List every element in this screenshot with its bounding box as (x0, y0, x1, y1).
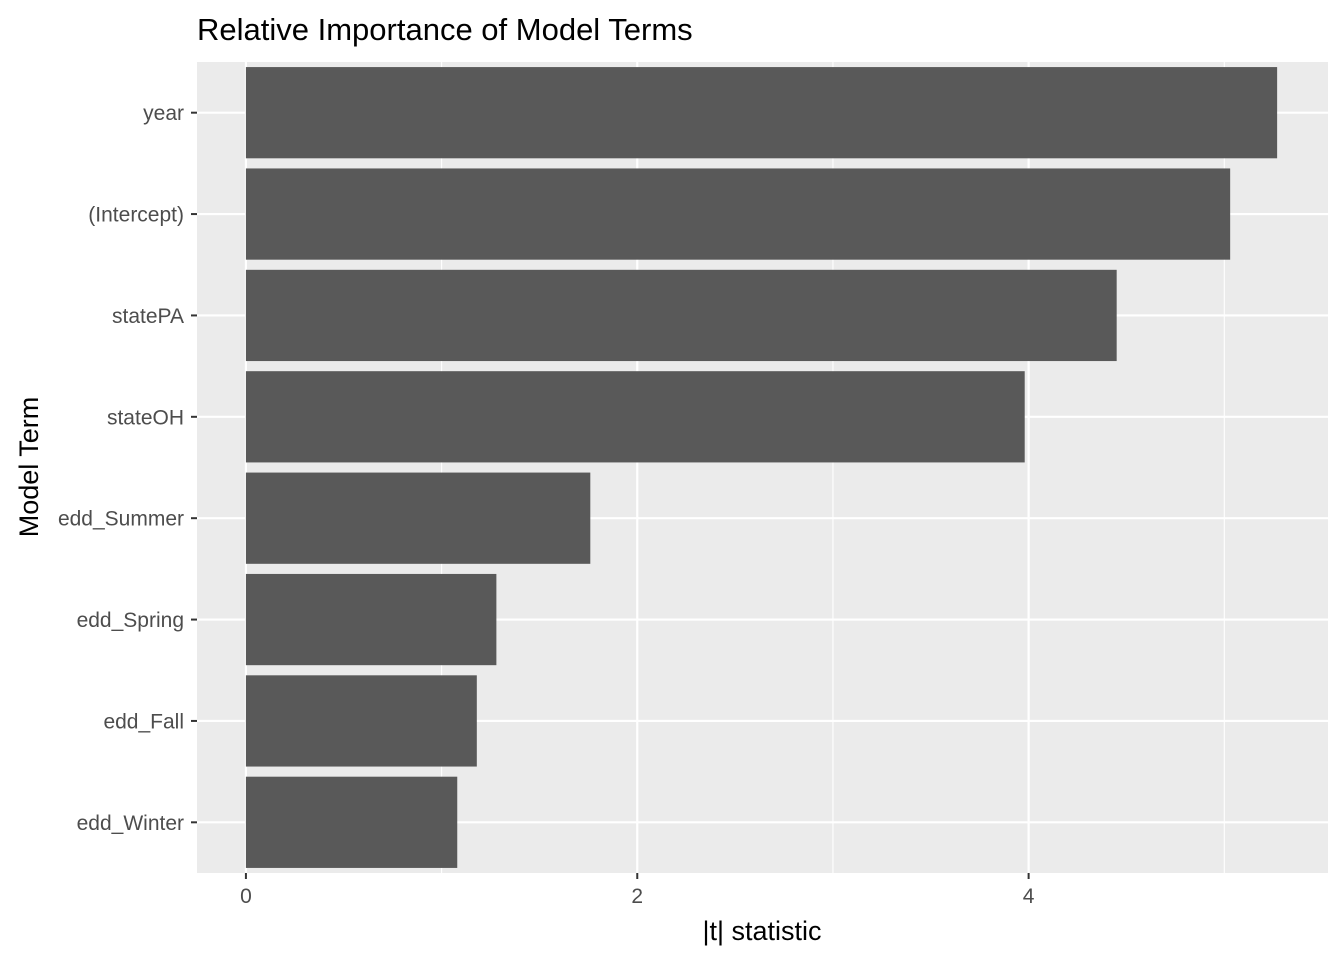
bar-year (245, 67, 1278, 159)
x-tick-label: 0 (240, 885, 252, 908)
y-tick-label: statePA (112, 305, 184, 328)
y-axis-title: Model Term (14, 397, 44, 538)
axes: year (Intercept) statePA stateOH edd_Summere… (58, 102, 1035, 908)
y-tick-label: (Intercept) (88, 204, 184, 227)
y-tick-label: edd_Spring (77, 609, 184, 632)
y-tick-label: edd_Fall (103, 710, 184, 733)
bar-stateoh (245, 371, 1025, 463)
bar-edd-spring (245, 573, 497, 666)
bar-edd-summer (245, 472, 591, 564)
bar-edd-fall (245, 675, 477, 767)
bar-edd-winter (245, 776, 458, 868)
x-tick-label: 4 (1023, 885, 1035, 908)
y-tick-label: year (143, 102, 184, 125)
x-tick-label: 2 (631, 885, 643, 908)
x-axis-title: |t| statistic (702, 916, 821, 946)
bar-intercept (245, 168, 1231, 260)
bars (245, 67, 1278, 868)
y-tick-label: stateOH (107, 406, 184, 429)
bar-statepa (245, 269, 1117, 362)
y-tick-label: edd_Winter (77, 812, 184, 835)
y-tick-label: edd_Summer (58, 508, 184, 531)
chart-title: Relative Importance of Model Terms (197, 12, 693, 47)
